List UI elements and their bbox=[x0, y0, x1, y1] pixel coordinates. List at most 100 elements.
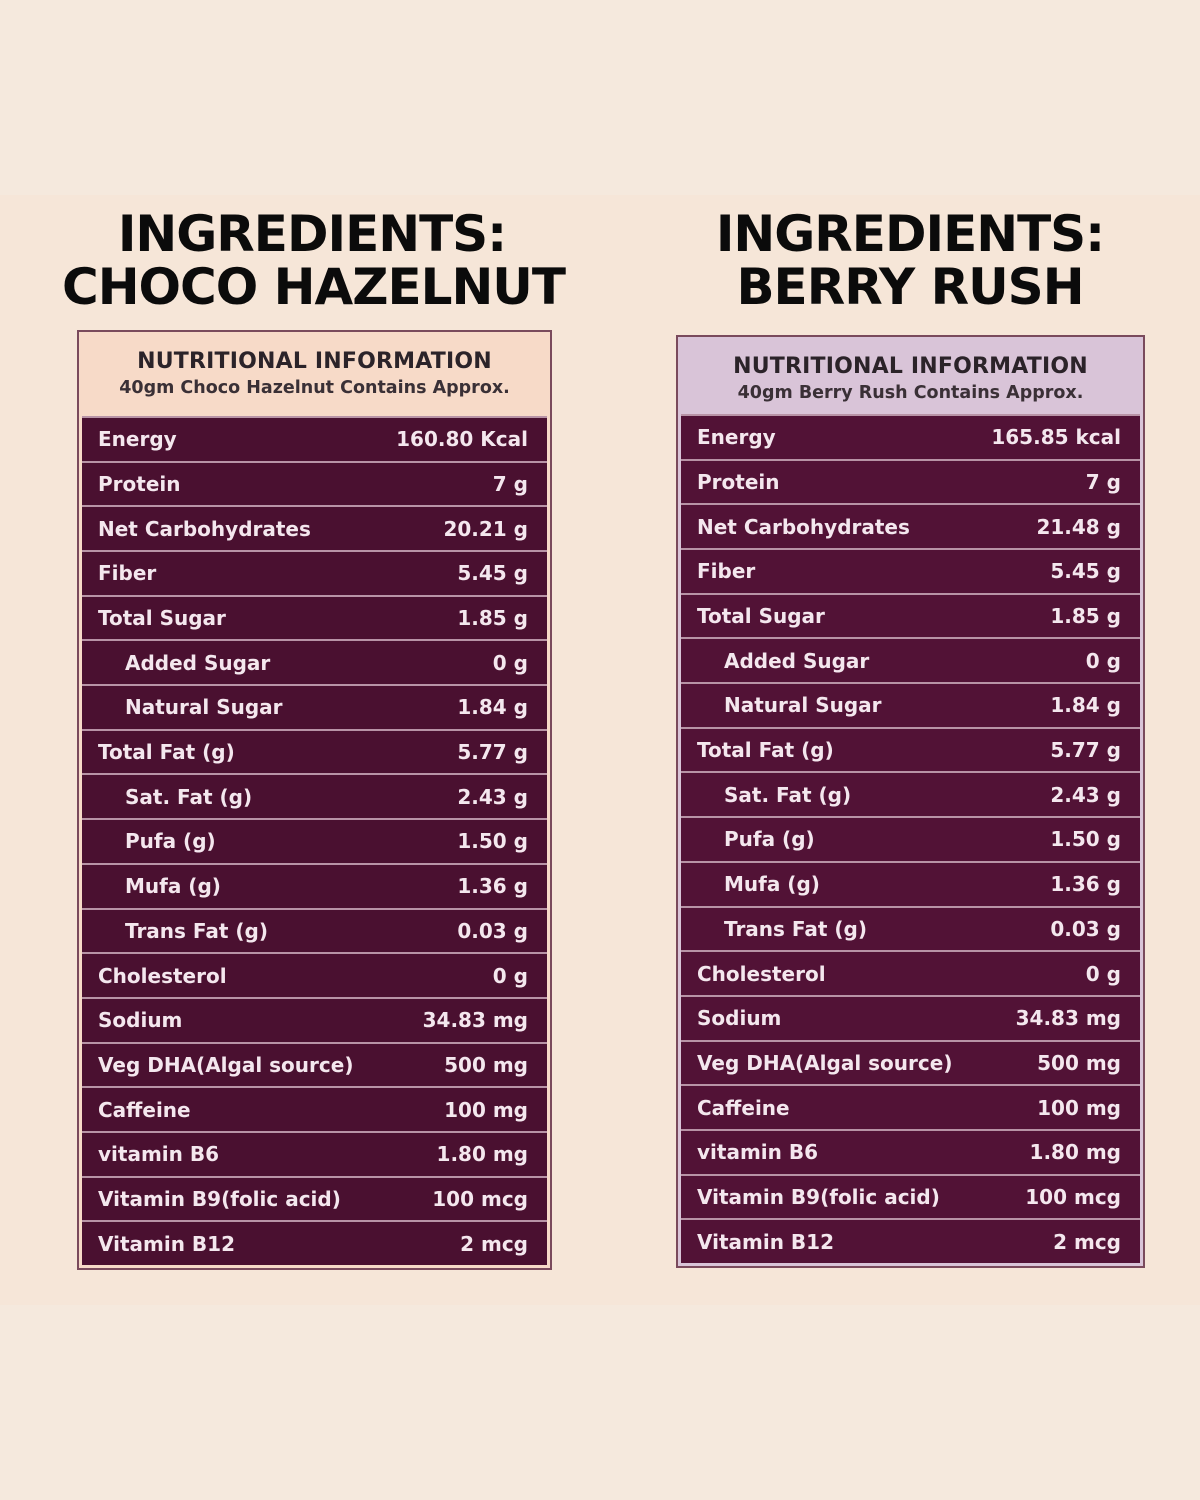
nutrient-label: Vitamin B9(folic acid) bbox=[697, 1184, 940, 1209]
table-row: Sodium 34.83 mg bbox=[681, 994, 1140, 1040]
nutrient-value: 2 mcg bbox=[460, 1231, 528, 1256]
nutrient-value: 5.77 g bbox=[1050, 738, 1121, 763]
nutrient-label: Added Sugar bbox=[724, 648, 870, 673]
panel-title: NUTRITIONAL INFORMATION bbox=[137, 349, 492, 374]
table-row: Total Sugar 1.85 g bbox=[681, 592, 1140, 638]
table-row: Natural Sugar 1.84 g bbox=[681, 682, 1140, 727]
nutrient-label: Total Fat (g) bbox=[697, 738, 834, 763]
table-row: Sodium 34.83 mg bbox=[82, 996, 547, 1042]
title-line-1: INGREDIENTS: bbox=[117, 205, 507, 263]
nutrient-value: 500 mg bbox=[1037, 1050, 1121, 1075]
table-row: Energy 165.85 kcal bbox=[681, 413, 1140, 459]
nutrient-value: 20.21 g bbox=[443, 516, 528, 541]
nutrient-label: Trans Fat (g) bbox=[724, 916, 868, 941]
nutrient-value: 0 g bbox=[492, 650, 528, 675]
nutrient-label: Net Carbohydrates bbox=[98, 516, 311, 541]
nutrient-value: 34.83 mg bbox=[422, 1008, 528, 1033]
nutrient-value: 0 g bbox=[1085, 961, 1121, 986]
table-row: Protein 7 g bbox=[82, 460, 547, 506]
title-line-1: INGREDIENTS: bbox=[715, 205, 1105, 263]
nutrient-label: Pufa (g) bbox=[125, 829, 216, 854]
nutrient-value: 1.36 g bbox=[457, 874, 528, 899]
table-row: Cholesterol 0 g bbox=[82, 952, 547, 997]
panel-subtitle: 40gm Choco Hazelnut Contains Approx. bbox=[119, 378, 510, 398]
nutrient-label: Cholesterol bbox=[98, 963, 227, 988]
nutrient-label: Pufa (g) bbox=[724, 827, 815, 852]
nutrient-label: Trans Fat (g) bbox=[125, 918, 269, 943]
table-row: Net Carbohydrates 20.21 g bbox=[82, 505, 547, 550]
nutrient-label: Sodium bbox=[697, 1006, 782, 1031]
nutrient-value: 100 mcg bbox=[1025, 1184, 1121, 1209]
nutrient-label: Fiber bbox=[697, 559, 756, 584]
table-row: vitamin B6 1.80 mg bbox=[681, 1128, 1140, 1174]
table-row: Veg DHA(Algal source) 500 mg bbox=[82, 1041, 547, 1087]
nutrient-value: 1.85 g bbox=[457, 606, 528, 631]
nutrient-label: Protein bbox=[98, 471, 181, 496]
nutrient-label: Veg DHA(Algal source) bbox=[98, 1052, 354, 1077]
nutrition-panel-berry-rush: NUTRITIONAL INFORMATION 40gm Berry Rush … bbox=[676, 335, 1145, 1268]
table-row: Total Fat (g) 5.77 g bbox=[681, 726, 1140, 772]
nutrient-value: 1.84 g bbox=[1050, 693, 1121, 718]
nutrient-value: 0.03 g bbox=[1050, 916, 1121, 941]
nutrition-rows: Energy 160.80 Kcal Protein 7 g Net Carbohydr… bbox=[82, 415, 547, 1265]
nutrient-label: Total Sugar bbox=[98, 606, 226, 631]
nutrient-label: Veg DHA(Algal source) bbox=[697, 1050, 953, 1075]
nutrition-rows: Energy 165.85 kcal Protein 7 g Net Carbohydr… bbox=[681, 413, 1140, 1263]
table-row: Vitamin B9(folic acid) 100 mcg bbox=[681, 1173, 1140, 1219]
nutrient-label: Sat. Fat (g) bbox=[125, 784, 253, 809]
table-row: Trans Fat (g) 0.03 g bbox=[681, 905, 1140, 951]
table-row: Caffeine 100 mg bbox=[681, 1084, 1140, 1129]
nutrient-value: 160.80 Kcal bbox=[396, 427, 528, 452]
nutrient-value: 2.43 g bbox=[1050, 782, 1121, 807]
table-row: Sat. Fat (g) 2.43 g bbox=[82, 773, 547, 819]
nutrient-label: Added Sugar bbox=[125, 650, 271, 675]
nutrient-label: vitamin B6 bbox=[98, 1142, 220, 1167]
table-row: Total Fat (g) 5.77 g bbox=[82, 728, 547, 774]
nutrient-value: 0 g bbox=[1085, 648, 1121, 673]
table-row: Fiber 5.45 g bbox=[681, 548, 1140, 593]
nutrient-label: Mufa (g) bbox=[125, 874, 221, 899]
table-row: Protein 7 g bbox=[681, 458, 1140, 504]
nutrient-label: Fiber bbox=[98, 561, 157, 586]
table-row: Pufa (g) 1.50 g bbox=[681, 816, 1140, 861]
table-row: Vitamin B9(folic acid) 100 mcg bbox=[82, 1175, 547, 1221]
table-row: Trans Fat (g) 0.03 g bbox=[82, 907, 547, 953]
nutrient-value: 7 g bbox=[492, 471, 528, 496]
panel-subtitle: 40gm Berry Rush Contains Approx. bbox=[737, 383, 1084, 403]
nutrient-label: Caffeine bbox=[697, 1095, 790, 1120]
title-berry-rush: INGREDIENTS: BERRY RUSH bbox=[660, 208, 1160, 314]
nutrient-value: 100 mcg bbox=[432, 1186, 528, 1211]
nutrient-value: 7 g bbox=[1085, 469, 1121, 494]
nutrient-value: 1.85 g bbox=[1050, 604, 1121, 629]
nutrient-value: 5.45 g bbox=[457, 561, 528, 586]
nutrient-label: Caffeine bbox=[98, 1097, 191, 1122]
nutrient-value: 5.45 g bbox=[1050, 559, 1121, 584]
nutrient-value: 0 g bbox=[492, 963, 528, 988]
title-line-2: CHOCO HAZELNUT bbox=[62, 258, 566, 316]
table-row: Fiber 5.45 g bbox=[82, 550, 547, 595]
nutrient-value: 2 mcg bbox=[1053, 1229, 1121, 1254]
nutrient-label: Mufa (g) bbox=[724, 872, 820, 897]
nutrient-label: Total Sugar bbox=[697, 604, 825, 629]
table-row: Natural Sugar 1.84 g bbox=[82, 684, 547, 729]
nutrient-value: 1.80 mg bbox=[436, 1142, 528, 1167]
nutrition-panel-choco-hazelnut: NUTRITIONAL INFORMATION 40gm Choco Hazel… bbox=[77, 330, 552, 1270]
table-row: Pufa (g) 1.50 g bbox=[82, 818, 547, 863]
nutrient-label: Natural Sugar bbox=[724, 693, 882, 718]
nutrient-value: 165.85 kcal bbox=[991, 425, 1121, 450]
table-row: Net Carbohydrates 21.48 g bbox=[681, 503, 1140, 548]
table-row: Added Sugar 0 g bbox=[82, 639, 547, 685]
panel-header: NUTRITIONAL INFORMATION 40gm Berry Rush … bbox=[681, 340, 1140, 422]
nutrient-label: Protein bbox=[697, 469, 780, 494]
table-row: Vitamin B12 2 mcg bbox=[82, 1220, 547, 1265]
nutrient-value: 2.43 g bbox=[457, 784, 528, 809]
nutrient-label: Total Fat (g) bbox=[98, 740, 235, 765]
nutrient-value: 1.50 g bbox=[1050, 827, 1121, 852]
table-row: Added Sugar 0 g bbox=[681, 637, 1140, 683]
nutrient-label: Vitamin B12 bbox=[98, 1231, 236, 1256]
nutrient-value: 100 mg bbox=[444, 1097, 528, 1122]
nutrient-label: Cholesterol bbox=[697, 961, 826, 986]
nutrient-value: 1.80 mg bbox=[1029, 1140, 1121, 1165]
nutrient-label: vitamin B6 bbox=[697, 1140, 819, 1165]
table-row: Mufa (g) 1.36 g bbox=[681, 860, 1140, 906]
